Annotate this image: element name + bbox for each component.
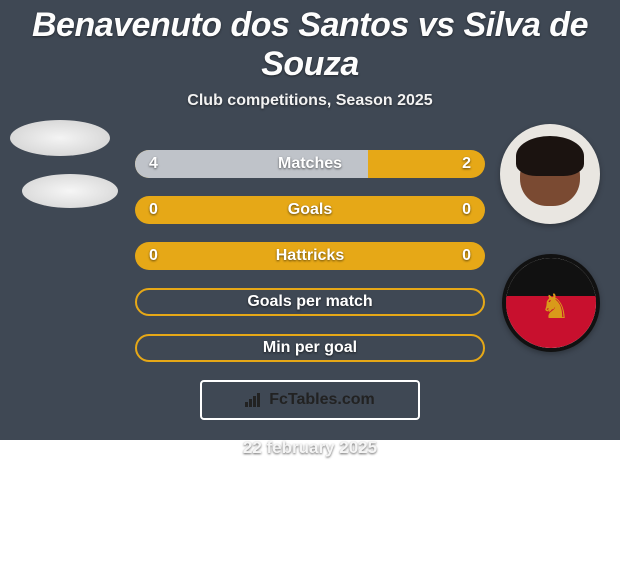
- stat-row: Hattricks0 0: [135, 242, 485, 270]
- stat-row: Goals0 0: [135, 196, 485, 224]
- stat-value-left: 0: [149, 247, 158, 265]
- stat-label: Hattricks: [135, 247, 485, 265]
- stat-label: Goals per match: [137, 293, 483, 311]
- stat-value-right: 0: [462, 247, 471, 265]
- lion-icon: ♞: [530, 282, 580, 332]
- stats-container: Matches42Goals00Hattricks00Goals per mat…: [135, 150, 485, 362]
- subtitle: Club competitions, Season 2025: [0, 92, 620, 110]
- club-right-badge: ♞: [502, 254, 600, 352]
- player-left-avatar: [10, 120, 110, 156]
- brand-badge[interactable]: FcTables.com: [200, 380, 420, 420]
- bar-chart-icon: [245, 393, 263, 407]
- comparison-card: Benavenuto dos Santos vs Silva de Souza …: [0, 0, 620, 440]
- brand-label: FcTables.com: [269, 391, 375, 409]
- stat-label: Goals: [135, 201, 485, 219]
- stat-row: Goals per match: [135, 288, 485, 316]
- stat-row: Min per goal: [135, 334, 485, 362]
- page-title: Benavenuto dos Santos vs Silva de Souza: [0, 0, 620, 84]
- stat-value-right: 2: [462, 155, 471, 173]
- club-left-badge: [22, 174, 118, 208]
- stat-row: Matches4 2: [135, 150, 485, 178]
- stat-label: Min per goal: [137, 339, 483, 357]
- stat-label: Matches: [135, 155, 485, 173]
- player-right-avatar: [500, 124, 600, 224]
- stat-value-left: 0: [149, 201, 158, 219]
- stat-value-left: 4: [149, 155, 158, 173]
- stat-value-right: 0: [462, 201, 471, 219]
- date-text: 22 february 2025: [0, 438, 620, 458]
